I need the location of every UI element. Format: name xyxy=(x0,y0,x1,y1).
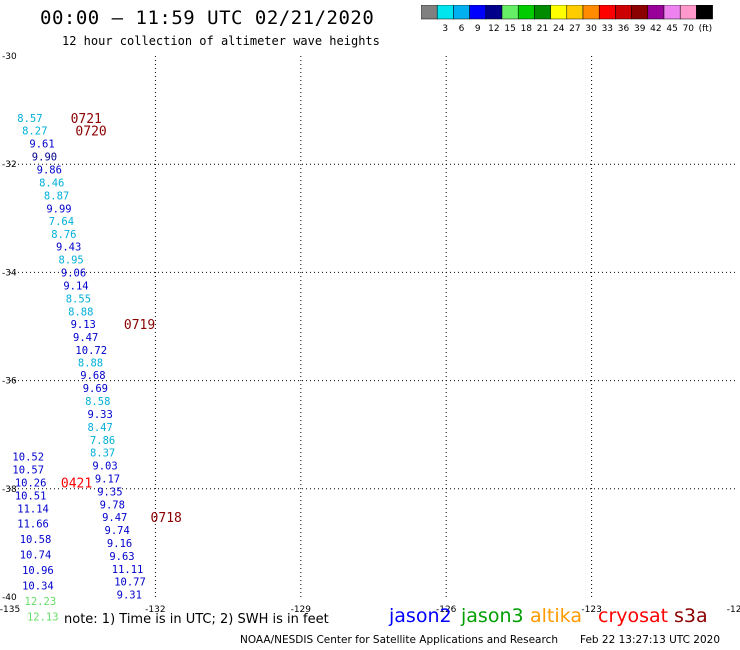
scale-label: 70 xyxy=(683,24,695,34)
wave-height-point: 8.27 xyxy=(22,126,47,138)
wave-height-point: 11.14 xyxy=(17,503,49,515)
x-tick-label: -135 xyxy=(0,605,20,615)
wave-height-point: 9.78 xyxy=(100,499,125,511)
wave-height-point: 10.74 xyxy=(20,549,52,561)
wave-height-point: 7.64 xyxy=(49,216,74,228)
wave-height-point: 9.06 xyxy=(61,267,86,279)
wave-height-point: 9.31 xyxy=(117,589,142,601)
wave-height-point: 8.88 xyxy=(78,358,103,370)
x-tick-label: -126 xyxy=(436,605,457,615)
x-tick-label: -132 xyxy=(145,605,165,615)
wave-height-point: 8.47 xyxy=(88,422,113,434)
wave-height-point: 10.26 xyxy=(15,477,47,489)
x-tick-label: -120 xyxy=(727,605,740,615)
wave-height-point: 9.74 xyxy=(105,525,130,537)
wave-height-point: 10.58 xyxy=(20,534,52,546)
wave-height-point: 9.33 xyxy=(88,409,113,421)
scale-label: 33 xyxy=(602,24,613,34)
wave-height-point: 10.96 xyxy=(22,565,54,577)
y-tick-label: -38 xyxy=(2,485,17,495)
wave-height-point: 12.23 xyxy=(25,596,57,608)
scale-label: 36 xyxy=(618,24,630,34)
scale-label: 30 xyxy=(585,24,597,34)
scale-label: 15 xyxy=(504,24,515,34)
wave-height-point: 10.34 xyxy=(22,581,54,593)
wave-height-point: 8.57 xyxy=(17,113,42,125)
pass-time-label: 0719 xyxy=(124,318,155,333)
pass-time-label: 0720 xyxy=(75,125,106,140)
wave-height-point: 10.77 xyxy=(114,576,146,588)
wave-height-point: 9.35 xyxy=(97,487,122,499)
wave-height-point: 8.95 xyxy=(58,254,83,266)
y-tick-label: -40 xyxy=(2,593,17,603)
wave-height-point: 9.61 xyxy=(29,139,54,151)
scale-label: 42 xyxy=(650,24,661,34)
wave-height-point: 9.13 xyxy=(71,319,96,331)
scale-label: 21 xyxy=(537,24,548,34)
wave-height-point: 8.88 xyxy=(68,306,93,318)
wave-height-point: 12.13 xyxy=(27,611,59,623)
wave-height-point: 8.76 xyxy=(51,229,76,241)
wave-height-point: 9.43 xyxy=(56,241,81,253)
wave-height-point: 10.51 xyxy=(15,490,47,502)
wave-height-point: 9.99 xyxy=(46,204,71,216)
wave-height-point: 8.58 xyxy=(85,396,110,408)
y-tick-label: -30 xyxy=(2,52,17,62)
wave-height-point: 8.37 xyxy=(90,448,115,460)
legend-jason2: jason2 xyxy=(389,605,452,627)
scale-swatch xyxy=(696,5,713,20)
scale-label: 27 xyxy=(569,24,580,34)
wave-height-point: 9.63 xyxy=(109,551,134,563)
y-tick-label: -34 xyxy=(2,268,17,278)
wave-height-point: 8.46 xyxy=(39,178,64,190)
wave-height-point: 9.17 xyxy=(95,474,120,486)
scale-label: 45 xyxy=(666,24,677,34)
x-tick-label: -129 xyxy=(291,605,312,615)
x-tick-label: -123 xyxy=(581,605,601,615)
credit-text: NOAA/NESDIS Center for Satellite Applica… xyxy=(240,634,558,646)
pass-time-label: 0421 xyxy=(61,476,92,491)
scale-label: 9 xyxy=(475,24,481,34)
wave-height-point: 10.52 xyxy=(12,451,44,463)
scale-label: 24 xyxy=(553,24,565,34)
pass-time-label: 0718 xyxy=(151,511,182,526)
wave-height-point: 9.68 xyxy=(80,370,105,382)
wave-height-point: 9.47 xyxy=(102,512,127,524)
legend-cryosat: cryosat xyxy=(598,605,669,627)
wave-height-point: 8.55 xyxy=(66,293,91,305)
wave-height-point: 7.86 xyxy=(90,435,115,447)
page-title: 00:00 – 11:59 UTC 02/21/2020 xyxy=(40,7,375,29)
y-tick-label: -36 xyxy=(2,377,17,387)
wave-height-point: 10.57 xyxy=(12,464,44,476)
scale-label: 6 xyxy=(459,24,465,34)
legend-s3a: s3a xyxy=(674,605,708,627)
wave-height-point: 9.86 xyxy=(37,165,62,177)
color-scale: 3 6 9 12 15 18 21 24 27 30 33 36 39 42 45 70 (ft) xyxy=(421,5,713,34)
wave-height-point: 9.16 xyxy=(107,538,132,550)
page-subtitle: 12 hour collection of altimeter wave hei… xyxy=(62,34,380,48)
scale-label: 12 xyxy=(488,24,499,34)
wave-height-point: 9.90 xyxy=(32,152,57,164)
units-note: note: 1) Time is in UTC; 2) SWH is in fe… xyxy=(64,612,329,627)
legend-altika: altika xyxy=(530,605,582,627)
wave-height-point: 9.69 xyxy=(83,383,108,395)
wave-height-point: 11.66 xyxy=(17,518,49,530)
y-tick-label: -32 xyxy=(2,160,17,170)
scale-label: 39 xyxy=(634,24,646,34)
scale-label: 3 xyxy=(442,24,448,34)
wave-height-point: 11.11 xyxy=(112,564,144,576)
pass-time-label: 0721 xyxy=(71,112,102,127)
scale-label: 18 xyxy=(521,24,533,34)
legend-jason3: jason3 xyxy=(461,605,524,627)
wave-height-point: 9.03 xyxy=(92,461,117,473)
wave-height-point: 9.14 xyxy=(63,280,88,292)
scale-unit: (ft) xyxy=(699,24,713,34)
wave-height-point: 9.47 xyxy=(73,332,98,344)
wave-height-point: 10.72 xyxy=(75,345,107,357)
generated-timestamp: Feb 22 13:27:13 UTC 2020 xyxy=(580,634,720,646)
wave-height-point: 8.87 xyxy=(44,191,69,203)
